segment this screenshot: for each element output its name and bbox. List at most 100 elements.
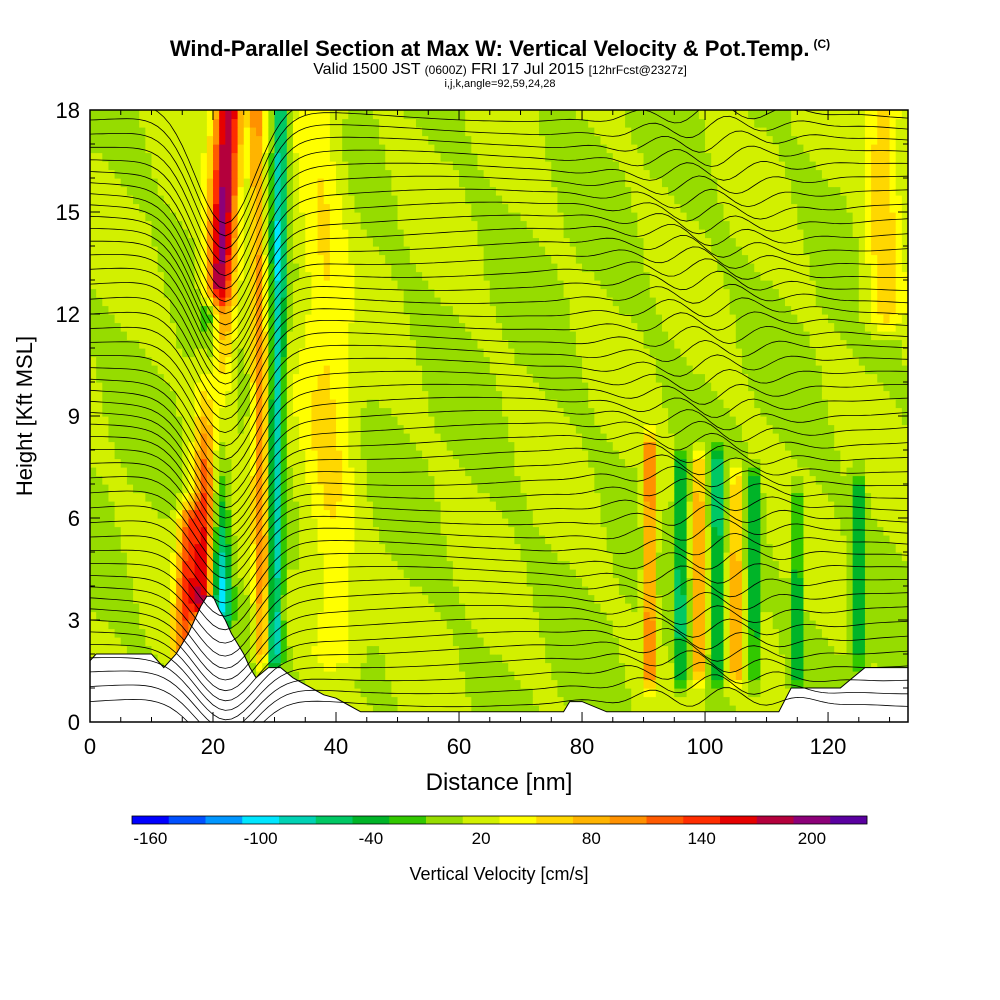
velocity-cell — [772, 484, 780, 494]
velocity-cell — [508, 620, 515, 630]
velocity-cell — [262, 492, 269, 502]
velocity-cell — [741, 441, 749, 451]
velocity-cell — [606, 501, 614, 511]
velocity-cell — [317, 586, 325, 596]
velocity-cell — [766, 688, 774, 698]
velocity-cell — [729, 577, 737, 587]
velocity-cell — [815, 416, 823, 426]
velocity-cell — [692, 654, 700, 664]
velocity-cell — [96, 424, 103, 434]
velocity-cell — [545, 458, 552, 468]
velocity-cell — [563, 467, 571, 477]
velocity-cell — [495, 560, 503, 570]
velocity-cell — [631, 628, 638, 638]
velocity-cell — [102, 518, 110, 528]
velocity-cell — [360, 526, 368, 536]
velocity-cell — [514, 492, 522, 502]
velocity-cell — [606, 441, 614, 451]
velocity-cell — [280, 594, 288, 604]
velocity-cell — [643, 654, 651, 664]
velocity-cell — [219, 586, 226, 596]
velocity-cell — [151, 518, 159, 528]
velocity-cell — [791, 637, 798, 647]
velocity-cell — [194, 577, 202, 587]
velocity-cell — [182, 424, 190, 434]
velocity-cell — [194, 543, 202, 553]
velocity-cell — [391, 637, 399, 647]
velocity-cell — [403, 450, 411, 460]
velocity-cell — [96, 577, 103, 587]
velocity-cell — [643, 484, 651, 494]
velocity-cell — [446, 543, 454, 553]
velocity-cell — [508, 560, 515, 570]
velocity-cell — [637, 475, 645, 485]
velocity-cell — [286, 441, 294, 451]
velocity-cell — [643, 475, 651, 485]
velocity-cell — [372, 526, 380, 536]
velocity-cell — [821, 645, 829, 655]
velocity-cell — [686, 543, 694, 553]
velocity-cell — [489, 492, 497, 502]
velocity-cell — [452, 569, 460, 579]
velocity-cell — [895, 637, 903, 647]
velocity-cell — [569, 475, 577, 485]
velocity-cell — [311, 654, 319, 664]
velocity-cell — [102, 526, 110, 536]
velocity-cell — [649, 628, 657, 638]
velocity-cell — [741, 475, 749, 485]
velocity-cell — [618, 424, 626, 434]
velocity-cell — [360, 654, 368, 664]
velocity-cell — [489, 569, 497, 579]
velocity-cell — [741, 594, 749, 604]
velocity-cell — [686, 535, 694, 545]
velocity-cell — [760, 492, 768, 502]
velocity-cell — [108, 637, 116, 647]
velocity-cell — [471, 671, 479, 681]
velocity-cell — [391, 535, 399, 545]
velocity-cell — [452, 424, 460, 434]
velocity-cell — [385, 552, 392, 562]
velocity-cell — [754, 501, 761, 511]
velocity-cell — [274, 501, 282, 511]
velocity-cell — [815, 458, 823, 468]
velocity-cell — [846, 501, 854, 511]
velocity-cell — [452, 501, 460, 511]
velocity-cell — [668, 569, 675, 579]
velocity-cell — [120, 424, 128, 434]
velocity-cell — [569, 458, 577, 468]
velocity-cell — [612, 518, 620, 528]
velocity-cell — [495, 603, 503, 613]
velocity-cell — [760, 407, 768, 417]
velocity-cell — [354, 705, 362, 715]
velocity-cell — [692, 407, 700, 417]
velocity-cell — [231, 611, 239, 621]
velocity-cell — [243, 399, 251, 409]
velocity-cell — [397, 535, 405, 545]
velocity-cell — [379, 560, 386, 570]
velocity-cell — [668, 620, 675, 630]
velocity-cell — [563, 679, 571, 689]
velocity-cell — [631, 543, 638, 553]
velocity-cell — [249, 475, 257, 485]
velocity-cell — [723, 560, 731, 570]
velocity-cell — [391, 484, 399, 494]
velocity-cell — [317, 569, 325, 579]
velocity-cell — [336, 654, 343, 664]
velocity-cell — [582, 424, 589, 434]
velocity-cell — [409, 416, 417, 426]
velocity-cell — [489, 586, 497, 596]
velocity-cell — [151, 433, 159, 443]
velocity-cell — [249, 586, 257, 596]
velocity-cell — [292, 458, 300, 468]
velocity-cell — [735, 603, 743, 613]
velocity-cell — [157, 518, 165, 528]
velocity-cell — [797, 433, 805, 443]
velocity-cell — [489, 441, 497, 451]
velocity-cell — [828, 611, 835, 621]
velocity-cell — [342, 433, 349, 443]
velocity-cell — [760, 628, 768, 638]
velocity-cell — [280, 560, 288, 570]
velocity-cell — [219, 569, 226, 579]
velocity-cell — [686, 509, 694, 519]
velocity-cell — [815, 654, 823, 664]
